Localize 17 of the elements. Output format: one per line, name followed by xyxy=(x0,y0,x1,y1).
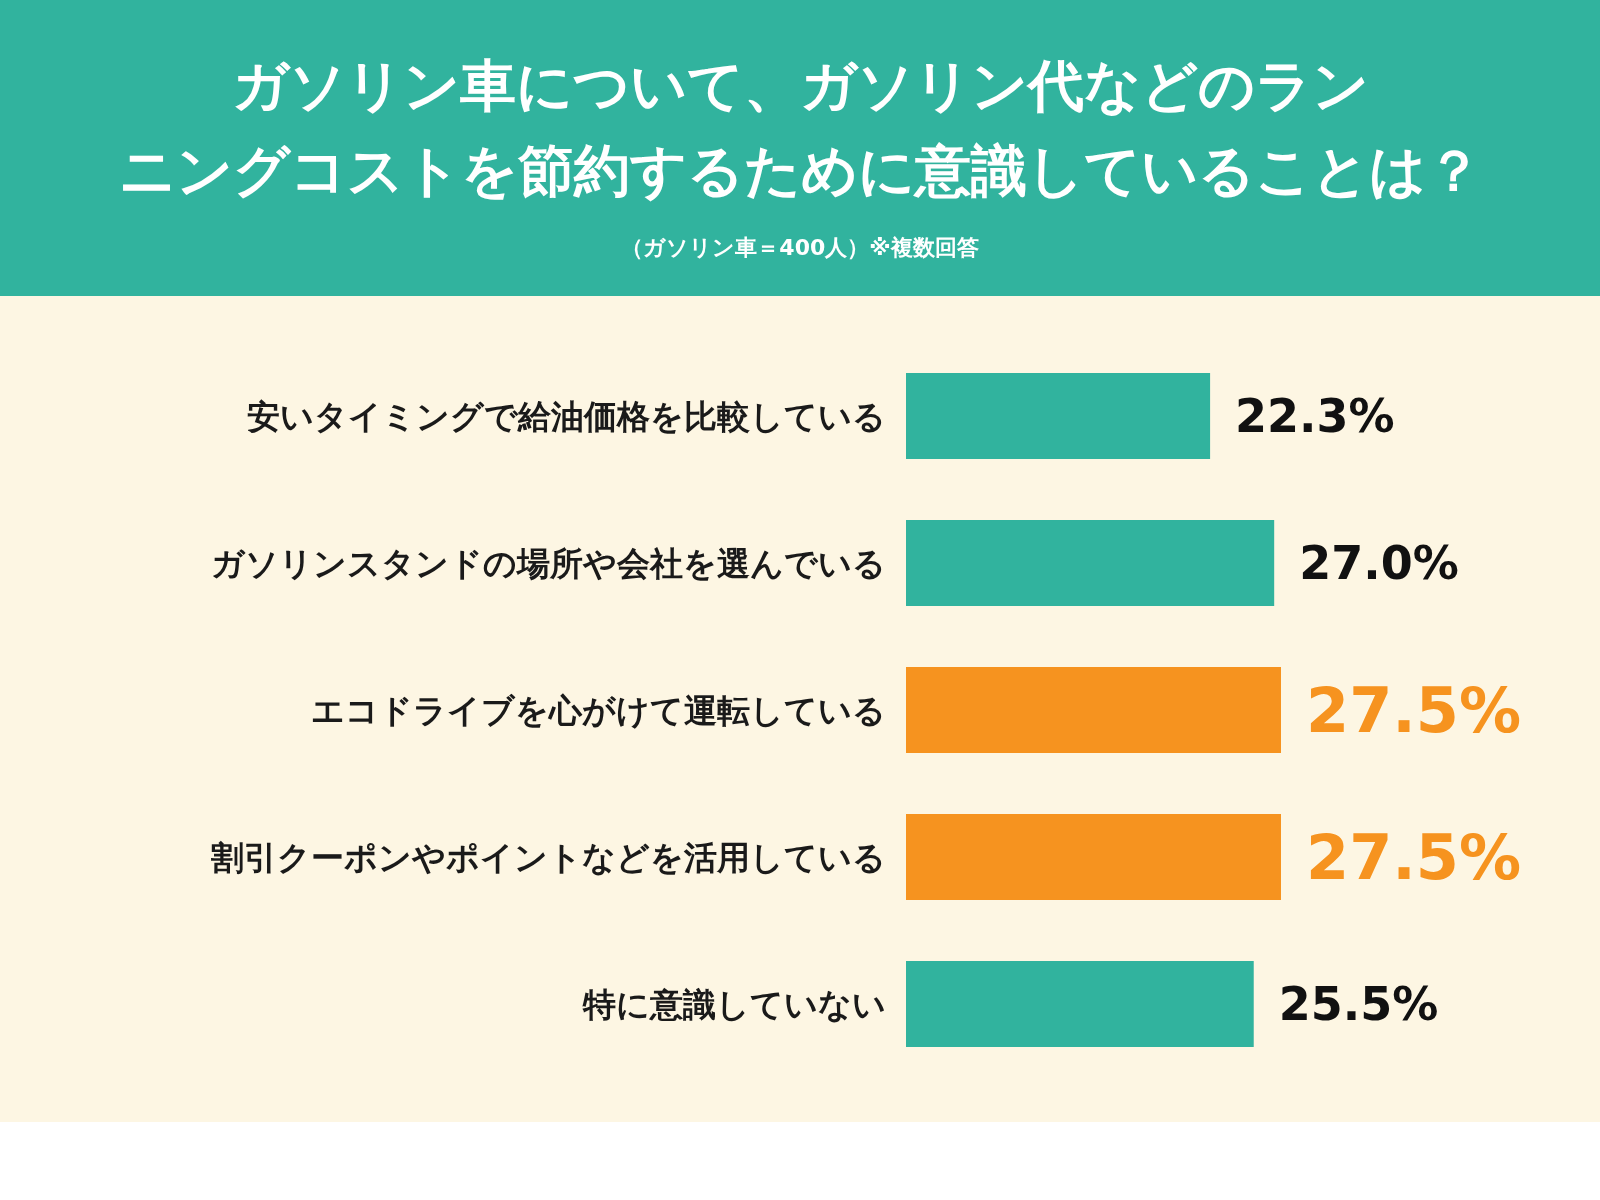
y-tick-label: 特に意識していない xyxy=(582,985,886,1024)
bar xyxy=(906,373,1211,459)
data-label: 27.5% xyxy=(1306,821,1522,894)
bar xyxy=(906,667,1281,753)
y-tick-label: 安いタイミングで給油価格を比較している xyxy=(247,397,886,436)
bar xyxy=(906,520,1275,606)
y-tick-label: ガソリンスタンドの場所や会社を選んでいる xyxy=(211,544,886,583)
chart-subtitle: （ガソリン車＝400人）※複数回答 xyxy=(621,235,979,260)
data-label: 27.0% xyxy=(1299,536,1459,590)
bar xyxy=(906,961,1254,1047)
y-tick-label: エコドライブを心がけて運転している xyxy=(311,691,886,730)
bar xyxy=(906,814,1281,900)
y-tick-label: 割引クーポンやポイントなどを活用している xyxy=(210,838,886,877)
data-label: 25.5% xyxy=(1278,977,1439,1031)
data-label: 22.3% xyxy=(1235,389,1395,443)
chart-title: ガソリン車について、ガソリン代などのランニングコストを節約するために意識していることは？ xyxy=(118,53,1482,203)
data-label: 27.5% xyxy=(1306,674,1522,747)
